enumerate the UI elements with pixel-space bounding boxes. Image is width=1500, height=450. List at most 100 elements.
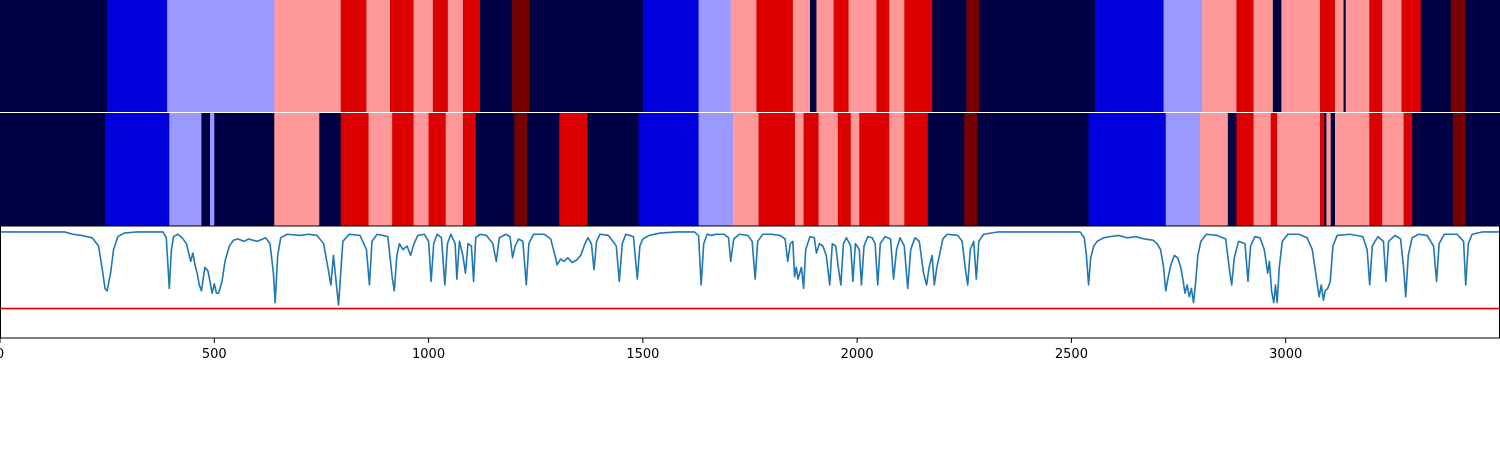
state-segment [818, 113, 839, 226]
state-segment [1403, 113, 1413, 226]
state-segment [927, 113, 965, 226]
state-segment [210, 113, 215, 226]
state-segment [480, 0, 513, 112]
state-segment [642, 0, 699, 112]
state-segment [758, 113, 796, 226]
state-segment [979, 0, 1096, 112]
state-segment [803, 113, 819, 226]
state-segment [366, 0, 391, 112]
state-segment [1382, 113, 1404, 226]
state-segment [966, 0, 980, 112]
state-segment [340, 0, 367, 112]
state-segment [1095, 0, 1164, 112]
state-segment [413, 113, 429, 226]
state-segment [413, 0, 434, 112]
state-segment [638, 113, 699, 226]
state-segment [559, 113, 588, 226]
state-segment [1270, 113, 1278, 226]
state-segment [977, 113, 1089, 226]
state-segment [904, 0, 933, 112]
state-segment [837, 113, 852, 226]
state-segment [810, 0, 817, 112]
state-segment [0, 113, 106, 226]
signal-panel [0, 231, 1500, 310]
state-segment [1236, 0, 1254, 112]
x-tick-label: 0 [0, 347, 4, 362]
state-segment [816, 0, 834, 112]
signal-line [0, 231, 1500, 306]
state-segment [169, 113, 202, 226]
state-segment [529, 0, 644, 112]
state-segment [1345, 0, 1370, 112]
x-tick-label: 3000 [1269, 347, 1302, 362]
state-segment [201, 113, 211, 226]
state-segment [462, 113, 477, 226]
state-segment [698, 0, 732, 112]
state-segment [1335, 0, 1344, 112]
x-tick-label: 1000 [412, 347, 445, 362]
state-segment [1163, 0, 1203, 112]
x-tick-label: 1500 [626, 347, 659, 362]
state-segment [214, 113, 275, 226]
state-segment [848, 0, 877, 112]
segmentation-row-1 [0, 0, 1500, 112]
state-segment [1200, 113, 1229, 226]
state-segment [833, 0, 849, 112]
state-segment [1465, 113, 1500, 226]
state-segment [1412, 113, 1454, 226]
state-segment [1343, 0, 1347, 112]
state-segment [904, 113, 929, 226]
state-segment [514, 113, 528, 226]
state-segment [1335, 113, 1370, 226]
state-segment [1236, 113, 1254, 226]
state-segment [1326, 113, 1332, 226]
state-segment [1277, 113, 1321, 226]
x-tick-label: 2500 [1055, 347, 1088, 362]
state-segment [1165, 113, 1201, 226]
state-segment [1088, 113, 1167, 226]
x-tick-label: 2000 [841, 347, 874, 362]
state-segment [792, 0, 811, 112]
state-segment [1420, 0, 1452, 112]
state-segment [340, 113, 369, 226]
x-tick-label: 500 [202, 347, 227, 362]
state-segment [392, 113, 414, 226]
state-segment [795, 113, 804, 226]
state-segment [1401, 0, 1422, 112]
state-segment [445, 113, 464, 226]
state-segment [475, 113, 515, 226]
state-segment [1253, 0, 1274, 112]
state-segment [1272, 0, 1282, 112]
state-segment [1330, 113, 1336, 226]
state-segment [1281, 0, 1321, 112]
x-axis: 0 500 1000 1500 2000 2500 3000 [0, 338, 1302, 362]
state-segment [1202, 0, 1237, 112]
state-segment [527, 113, 560, 226]
state-segment [319, 113, 342, 226]
signal-panel-background [0, 226, 1500, 338]
state-segment [167, 0, 275, 112]
state-segment [274, 0, 342, 112]
state-segment [390, 0, 414, 112]
state-segment [107, 0, 168, 112]
state-segment [0, 0, 108, 112]
state-segment [859, 113, 890, 226]
state-segment [587, 113, 639, 226]
state-segment [1320, 0, 1336, 112]
state-segment [756, 0, 794, 112]
state-segment [1450, 0, 1467, 112]
state-segment [368, 113, 393, 226]
state-segment [730, 0, 757, 112]
state-segment [274, 113, 320, 226]
state-segment [889, 0, 905, 112]
state-segment [462, 0, 481, 112]
state-segment [1465, 0, 1500, 112]
state-segment [1382, 0, 1402, 112]
state-segment [889, 113, 905, 226]
state-segment [512, 0, 530, 112]
state-segment [1369, 113, 1383, 226]
state-segment [964, 113, 978, 226]
state-segment [732, 113, 759, 226]
state-segment [932, 0, 967, 112]
state-segment [1227, 113, 1237, 226]
